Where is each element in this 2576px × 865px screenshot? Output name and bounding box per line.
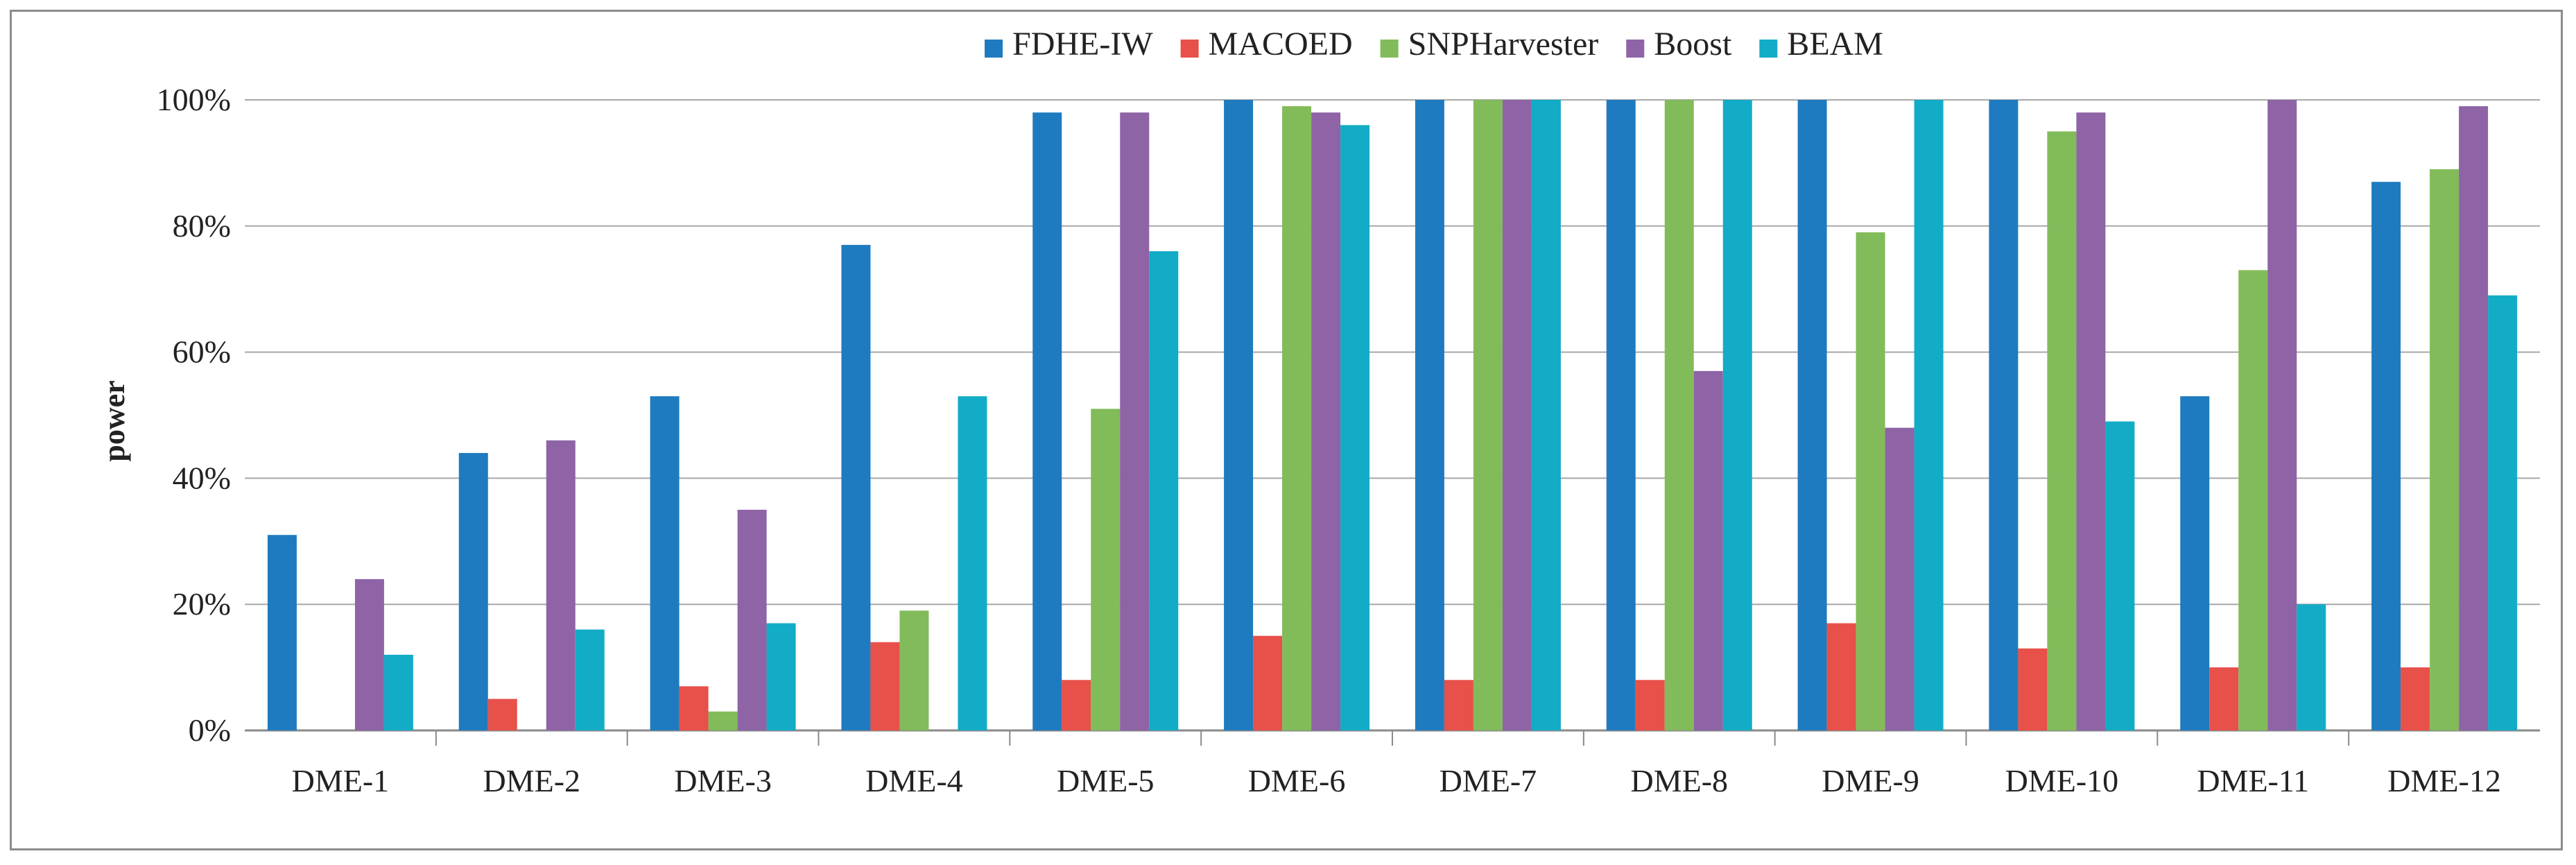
bar-boost — [2459, 106, 2489, 731]
y-tick-label: 40% — [173, 460, 231, 495]
x-tick-label: DME-6 — [1248, 763, 1346, 798]
bar-fdhe-iw — [1415, 100, 1444, 730]
y-axis-title: power — [97, 380, 131, 461]
legend-swatch — [1626, 40, 1645, 58]
legend-label: FDHE-IW — [1012, 26, 1153, 62]
bar-beam — [1914, 100, 1944, 730]
bar-fdhe-iw — [650, 396, 680, 730]
bar-fdhe-iw — [458, 453, 488, 730]
legend-swatch — [1180, 40, 1199, 58]
bar-beam — [2105, 421, 2135, 730]
legend-item: Boost — [1626, 26, 1732, 62]
bar-boost — [2267, 100, 2297, 730]
bar-chart: 0% 20% 40% 60% 80% 100% DME-1 DME-2 DME-3 DME-4 DM… — [97, 26, 2540, 798]
x-tick-label: DME-4 — [865, 763, 963, 798]
bar-boost — [1885, 427, 1914, 730]
legend-label: BEAM — [1787, 26, 1883, 62]
bar-beam — [1722, 100, 1752, 730]
bar-snpharvester — [1856, 232, 1885, 730]
legend-label: MACOED — [1209, 26, 1353, 62]
bar-fdhe-iw — [267, 535, 297, 730]
legend-item: SNPHarvester — [1380, 26, 1599, 62]
x-tick-label: DME-9 — [1822, 763, 1919, 798]
bar-boost — [737, 509, 767, 730]
x-tick-label: DME-5 — [1057, 763, 1155, 798]
bar-beam — [575, 629, 605, 730]
chart-frame: 0% 20% 40% 60% 80% 100% DME-1 DME-2 DME-3 DME-4 DM… — [10, 10, 2563, 850]
x-tick-label: DME-11 — [2197, 763, 2309, 798]
bar-macoed — [487, 699, 517, 730]
bar-boost — [1502, 100, 1532, 730]
bar-snpharvester — [1091, 409, 1121, 730]
bar-fdhe-iw — [2371, 182, 2401, 730]
bar-beam — [2488, 295, 2518, 730]
y-tick-label: 20% — [173, 586, 231, 622]
bar-snpharvester — [1282, 106, 1312, 731]
bar-boost — [1311, 112, 1341, 730]
bar-beam — [2297, 604, 2326, 730]
bar-boost — [354, 579, 384, 730]
x-tick-label: DME-7 — [1440, 763, 1537, 798]
bar-boost — [1693, 370, 1723, 730]
bar-snpharvester — [708, 711, 738, 730]
bar-macoed — [1826, 623, 1856, 730]
bar-snpharvester — [1664, 100, 1694, 730]
legend-swatch — [1380, 40, 1399, 58]
bar-macoed — [2401, 667, 2430, 730]
legend-label: SNPHarvester — [1408, 26, 1599, 62]
bar-snpharvester — [1473, 100, 1503, 730]
bar-beam — [383, 654, 413, 730]
bar-boost — [546, 440, 576, 730]
axes: 0% 20% 40% 60% 80% 100% DME-1 DME-2 DME-3 DME-4 DM… — [157, 82, 2501, 798]
x-tick-label: DME-10 — [2005, 763, 2119, 798]
bar-snpharvester — [2047, 131, 2077, 730]
x-tick-label: DME-8 — [1630, 763, 1728, 798]
bar-fdhe-iw — [1032, 112, 1062, 730]
bar-macoed — [1062, 680, 1091, 730]
bar-beam — [958, 396, 987, 730]
bar-boost — [2076, 112, 2106, 730]
bar-beam — [1531, 100, 1561, 730]
legend: FDHE-IW MACOED SNPHarvester Boost BEAM — [985, 26, 1883, 62]
bar-macoed — [2018, 648, 2048, 730]
bar-fdhe-iw — [841, 245, 871, 730]
legend-swatch — [985, 40, 1003, 58]
bar-fdhe-iw — [2180, 396, 2210, 730]
bar-beam — [1340, 125, 1370, 731]
bar-snpharvester — [899, 610, 929, 730]
y-tick-label: 100% — [157, 82, 231, 117]
bar-beam — [766, 623, 796, 730]
y-tick-label: 60% — [173, 334, 231, 370]
bars — [267, 100, 2518, 731]
bar-macoed — [870, 642, 900, 730]
y-tick-label: 80% — [173, 208, 231, 243]
x-tick-label: DME-12 — [2387, 763, 2501, 798]
bar-macoed — [1635, 680, 1665, 730]
legend-swatch — [1759, 40, 1778, 58]
x-tick-label: DME-3 — [674, 763, 772, 798]
legend-item: FDHE-IW — [985, 26, 1153, 62]
bar-macoed — [1444, 680, 1473, 730]
bar-macoed — [1253, 635, 1283, 730]
bar-macoed — [2209, 667, 2239, 730]
bar-fdhe-iw — [1797, 100, 1827, 730]
legend-item: BEAM — [1759, 26, 1883, 62]
bar-fdhe-iw — [1224, 100, 1254, 730]
x-tick-label: DME-1 — [292, 763, 390, 798]
legend-item: MACOED — [1180, 26, 1353, 62]
bar-snpharvester — [2430, 169, 2460, 731]
x-tick-label: DME-2 — [483, 763, 580, 798]
y-tick-label: 0% — [189, 712, 231, 748]
bar-fdhe-iw — [1606, 100, 1636, 730]
bar-fdhe-iw — [1989, 100, 2019, 730]
bar-boost — [1120, 112, 1150, 730]
bar-beam — [1149, 251, 1179, 730]
legend-label: Boost — [1654, 26, 1732, 62]
bar-snpharvester — [2238, 270, 2268, 730]
bar-macoed — [679, 686, 709, 730]
